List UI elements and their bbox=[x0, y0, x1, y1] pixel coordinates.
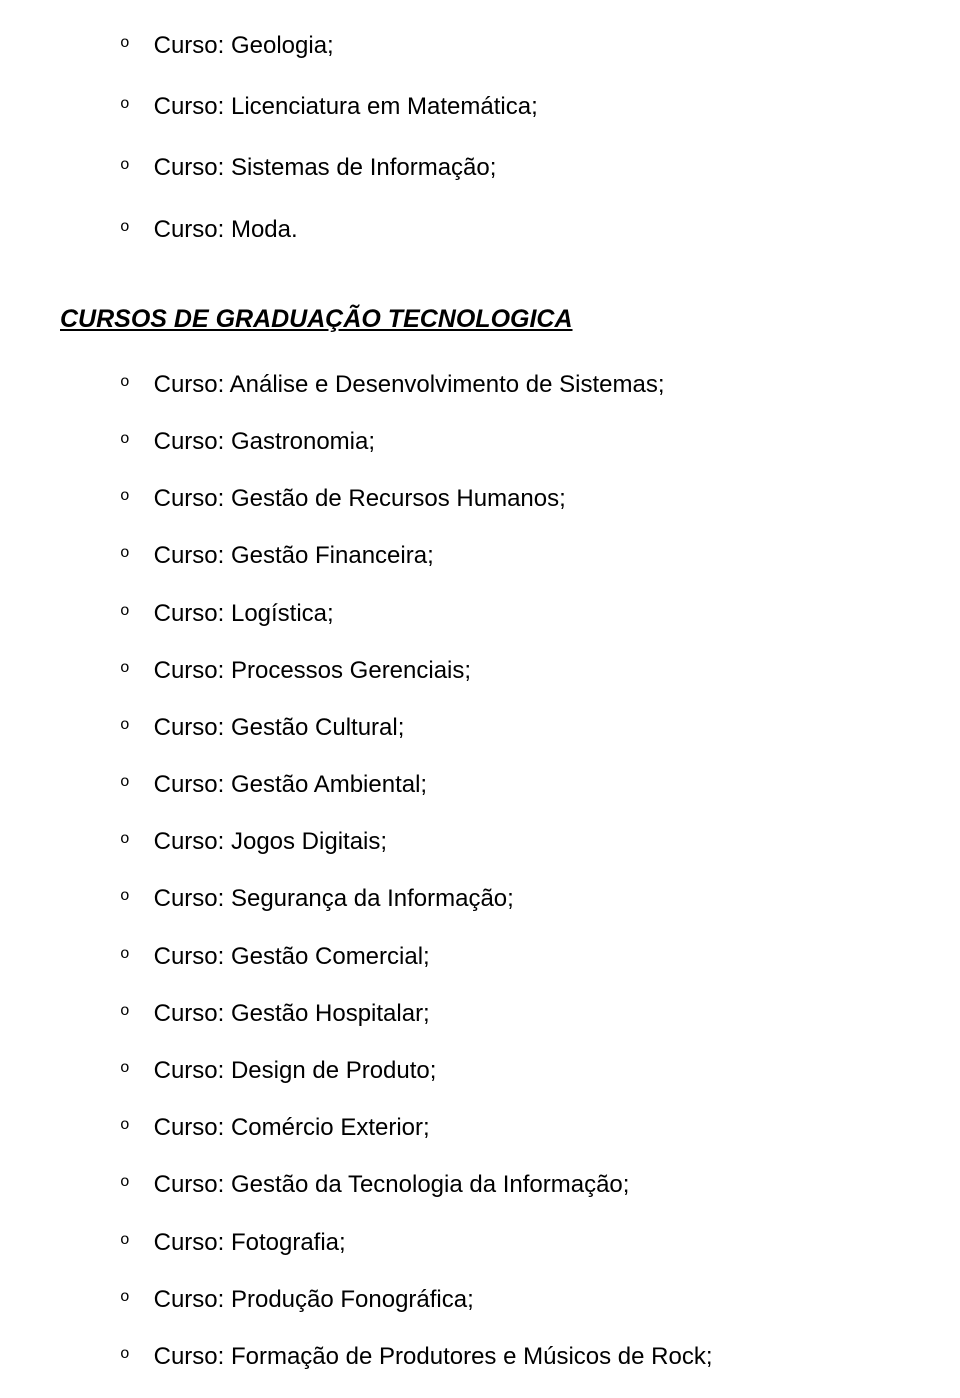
list-item: o Curso: Logística; bbox=[60, 598, 900, 629]
list-item-text: Curso: Jogos Digitais; bbox=[154, 826, 387, 857]
bullet-icon: o bbox=[120, 883, 130, 907]
list-item-text: Curso: Produção Fonográfica; bbox=[154, 1284, 474, 1315]
bullet-icon: o bbox=[120, 30, 130, 54]
bullet-icon: o bbox=[120, 540, 130, 564]
list-item: o Curso: Gestão Ambiental; bbox=[60, 769, 900, 800]
document-content: o Curso: Geologia; o Curso: Licenciatura… bbox=[60, 30, 900, 1398]
list-item-text: Curso: Comércio Exterior; bbox=[154, 1112, 430, 1143]
bullet-icon: o bbox=[120, 214, 130, 238]
bullet-icon: o bbox=[120, 1112, 130, 1136]
section-2-list: o Curso: Análise e Desenvolvimento de Si… bbox=[60, 369, 900, 1398]
list-item: o Curso: Processos Gerenciais; bbox=[60, 655, 900, 686]
bullet-icon: o bbox=[120, 1169, 130, 1193]
list-item-text: Curso: Gestão Financeira; bbox=[154, 540, 434, 571]
list-item: o Curso: Gestão Comercial; bbox=[60, 941, 900, 972]
bullet-icon: o bbox=[120, 1284, 130, 1308]
list-item: o Curso: Análise e Desenvolvimento de Si… bbox=[60, 369, 900, 400]
list-item: o Curso: Segurança da Informação; bbox=[60, 883, 900, 914]
list-item-text: Curso: Sistemas de Informação; bbox=[154, 152, 497, 183]
list-item-text: Curso: Processos Gerenciais; bbox=[154, 655, 471, 686]
list-item-text: Curso: Gastronomia; bbox=[154, 426, 375, 457]
list-item: o Curso: Formação de Produtores e Músico… bbox=[60, 1341, 900, 1372]
bullet-icon: o bbox=[120, 1227, 130, 1251]
list-item: o Curso: Gestão Cultural; bbox=[60, 712, 900, 743]
list-item-text: Curso: Gestão Comercial; bbox=[154, 941, 430, 972]
list-item: o Curso: Gestão Financeira; bbox=[60, 540, 900, 571]
section-heading: CURSOS DE GRADUAÇÃO TECNOLOGICA bbox=[60, 305, 900, 334]
bullet-icon: o bbox=[120, 826, 130, 850]
bullet-icon: o bbox=[120, 941, 130, 965]
list-item-text: Curso: Gestão Hospitalar; bbox=[154, 998, 430, 1029]
list-item-text: Curso: Análise e Desenvolvimento de Sist… bbox=[154, 369, 665, 400]
list-item-text: Curso: Design de Produto; bbox=[154, 1055, 437, 1086]
list-item: o Curso: Comércio Exterior; bbox=[60, 1112, 900, 1143]
list-item: o Curso: Gestão de Recursos Humanos; bbox=[60, 483, 900, 514]
list-item: o Curso: Moda. bbox=[60, 214, 900, 245]
list-item-text: Curso: Formação de Produtores e Músicos … bbox=[154, 1341, 713, 1372]
bullet-icon: o bbox=[120, 998, 130, 1022]
bullet-icon: o bbox=[120, 1055, 130, 1079]
list-item-text: Curso: Licenciatura em Matemática; bbox=[154, 91, 538, 122]
list-item-text: Curso: Gestão de Recursos Humanos; bbox=[154, 483, 566, 514]
list-item: o Curso: Design de Produto; bbox=[60, 1055, 900, 1086]
bullet-icon: o bbox=[120, 369, 130, 393]
list-item-text: Curso: Segurança da Informação; bbox=[154, 883, 514, 914]
list-item: o Curso: Gestão Hospitalar; bbox=[60, 998, 900, 1029]
list-item-text: Curso: Gestão Cultural; bbox=[154, 712, 405, 743]
list-item-text: Curso: Gestão Ambiental; bbox=[154, 769, 427, 800]
section-1-list: o Curso: Geologia; o Curso: Licenciatura… bbox=[60, 30, 900, 275]
list-item: o Curso: Fotografia; bbox=[60, 1227, 900, 1258]
bullet-icon: o bbox=[120, 483, 130, 507]
bullet-icon: o bbox=[120, 91, 130, 115]
list-item: o Curso: Sistemas de Informação; bbox=[60, 152, 900, 183]
bullet-icon: o bbox=[120, 426, 130, 450]
list-item-text: Curso: Moda. bbox=[154, 214, 298, 245]
list-item-text: Curso: Logística; bbox=[154, 598, 334, 629]
list-item: o Curso: Gastronomia; bbox=[60, 426, 900, 457]
list-item-text: Curso: Gestão da Tecnologia da Informaçã… bbox=[154, 1169, 630, 1200]
list-item: o Curso: Jogos Digitais; bbox=[60, 826, 900, 857]
list-item-text: Curso: Geologia; bbox=[154, 30, 334, 61]
bullet-icon: o bbox=[120, 598, 130, 622]
list-item: o Curso: Produção Fonográfica; bbox=[60, 1284, 900, 1315]
list-item: o Curso: Licenciatura em Matemática; bbox=[60, 91, 900, 122]
bullet-icon: o bbox=[120, 769, 130, 793]
list-item-text: Curso: Fotografia; bbox=[154, 1227, 346, 1258]
bullet-icon: o bbox=[120, 712, 130, 736]
bullet-icon: o bbox=[120, 152, 130, 176]
list-item: o Curso: Gestão da Tecnologia da Informa… bbox=[60, 1169, 900, 1200]
bullet-icon: o bbox=[120, 655, 130, 679]
list-item: o Curso: Geologia; bbox=[60, 30, 900, 61]
